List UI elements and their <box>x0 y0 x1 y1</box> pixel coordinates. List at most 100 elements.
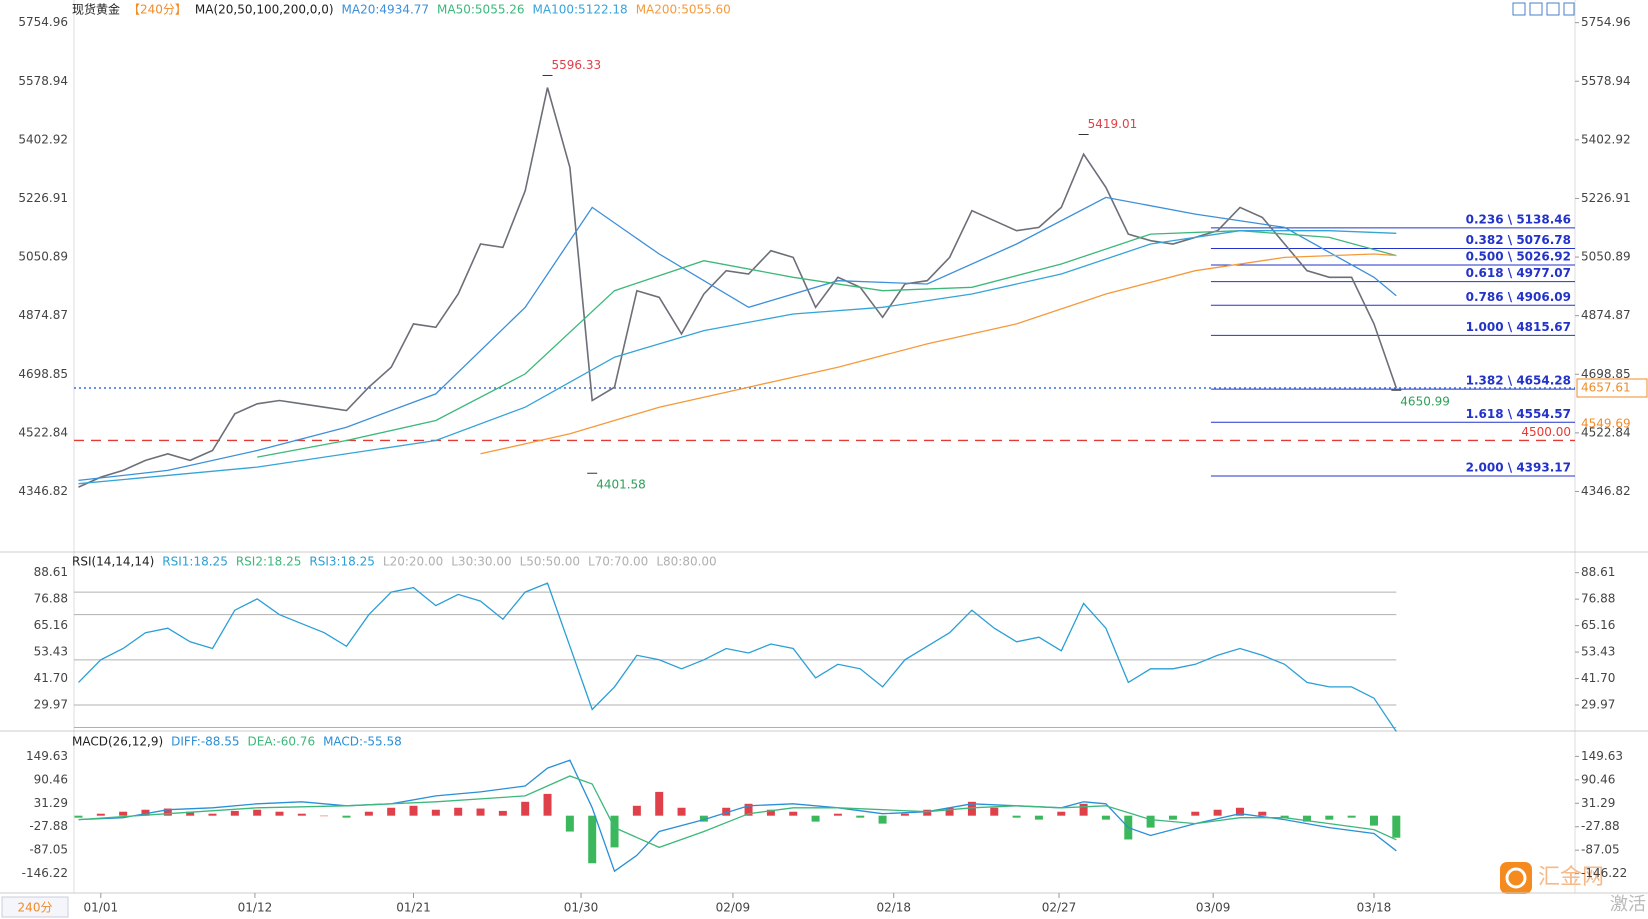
fib-label: 0.786 \ 4906.09 <box>1466 290 1571 304</box>
macd-bar <box>1369 815 1378 826</box>
macd-bar <box>320 815 329 817</box>
macd-bar <box>923 809 932 816</box>
macd-bar <box>1012 815 1021 818</box>
macd-bar <box>74 815 83 818</box>
y-tick-label: 5402.92 <box>18 132 68 146</box>
x-tick-label: 01/21 <box>396 901 431 915</box>
price-line-label: 4500.00 <box>1521 425 1571 439</box>
y-tick-label: 31.29 <box>34 796 68 810</box>
y-tick-label: -27.88 <box>1581 819 1620 833</box>
fib-label: 0.382 \ 5076.78 <box>1466 233 1571 247</box>
y-tick-label: 5226.91 <box>1581 191 1631 205</box>
series-line <box>78 87 1398 488</box>
macd-bar <box>1168 815 1177 820</box>
macd-bar <box>1213 809 1222 816</box>
header-text: 【240分】 <box>128 3 187 17</box>
toolbar-icons[interactable] <box>1512 2 1575 16</box>
macd-bar <box>1347 815 1356 818</box>
x-tick-label: 02/18 <box>876 901 911 915</box>
y-tick-label: 65.16 <box>1581 618 1615 632</box>
series-line <box>78 196 1397 482</box>
period-tag[interactable]: 240分 <box>18 901 53 915</box>
macd-bar <box>275 811 284 816</box>
annotation: 4650.99 <box>1400 395 1450 409</box>
y-tick-label: 4698.85 <box>18 367 68 381</box>
y-tick-label: 4874.87 <box>18 308 68 322</box>
header-text: RSI(14,14,14) <box>72 555 154 569</box>
header-text: RSI3:18.25 <box>309 555 375 569</box>
macd-bar <box>253 809 262 816</box>
x-tick-label: 03/18 <box>1357 901 1392 915</box>
fib-label: 0.500 \ 5026.92 <box>1466 250 1571 264</box>
toolbar-icon[interactable] <box>1529 2 1543 16</box>
price-tag: 4657.61 <box>1581 380 1631 394</box>
y-tick-label: 29.97 <box>34 698 68 712</box>
macd-bar <box>655 791 664 816</box>
y-tick-label: 76.88 <box>1581 592 1615 606</box>
y-tick-label: 76.88 <box>34 592 68 606</box>
header-text: MA200:5055.60 <box>636 3 731 17</box>
series-line <box>257 230 1397 458</box>
series-line <box>78 759 1397 873</box>
header-text: L70:70.00 <box>588 555 648 569</box>
y-tick-label: 149.63 <box>26 749 68 763</box>
y-tick-label: 5578.94 <box>1581 74 1631 88</box>
y-tick-label: 4346.82 <box>1581 484 1631 498</box>
macd-bar <box>990 807 999 816</box>
macd-bar <box>565 815 574 832</box>
macd-bar <box>1079 803 1088 816</box>
y-tick-label: 31.29 <box>1581 796 1615 810</box>
macd-bar <box>96 813 105 816</box>
macd-bar <box>454 807 463 816</box>
y-tick-label: 5050.89 <box>1581 250 1631 264</box>
watermark-text: 汇金网 <box>1538 865 1604 890</box>
toolbar-icon[interactable] <box>1563 2 1575 16</box>
macd-bar <box>431 809 440 816</box>
y-tick-label: 53.43 <box>1581 645 1615 659</box>
y-tick-label: 29.97 <box>1581 698 1615 712</box>
macd-bar <box>878 815 887 824</box>
toolbar-icon[interactable] <box>1546 2 1560 16</box>
macd-bar <box>588 815 597 864</box>
header-text: 现货黄金 <box>72 2 120 17</box>
series-line <box>78 775 1397 849</box>
header-text: MACD(26,12,9) <box>72 735 163 749</box>
toolbar-icon[interactable] <box>1512 2 1526 16</box>
macd-bar <box>1034 815 1043 820</box>
macd-bar <box>811 815 820 822</box>
macd-bar <box>1258 811 1267 816</box>
price-tag: 4549.69 <box>1581 416 1631 430</box>
header-text: MA100:5122.18 <box>533 3 628 17</box>
header-text: L80:80.00 <box>656 555 716 569</box>
macd-bar <box>1057 811 1066 816</box>
series-line <box>480 253 1397 455</box>
macd-bar <box>409 805 418 816</box>
macd-bar <box>1325 815 1334 820</box>
macd-bar <box>632 805 641 816</box>
macd-bar <box>833 813 842 816</box>
macd-bar <box>230 810 239 816</box>
header-text: DIFF:-88.55 <box>171 735 239 749</box>
macd-bar <box>1392 815 1401 838</box>
macd-bar <box>1235 807 1244 816</box>
header-text: L50:50.00 <box>520 555 580 569</box>
y-tick-label: -146.22 <box>22 866 68 880</box>
period-tag-box[interactable] <box>1 896 69 918</box>
macd-bar <box>766 809 775 816</box>
header-text: L20:20.00 <box>383 555 443 569</box>
macd-bar <box>722 807 731 816</box>
y-tick-label: 53.43 <box>34 645 68 659</box>
macd-bar <box>677 807 686 816</box>
y-tick-label: 41.70 <box>1581 671 1615 685</box>
x-tick-label: 02/27 <box>1042 901 1077 915</box>
macd-bar <box>967 801 976 816</box>
macd-bar <box>744 803 753 816</box>
fib-label: 1.382 \ 4654.28 <box>1466 374 1571 388</box>
y-tick-label: 90.46 <box>34 772 68 786</box>
header-text: MA(20,50,100,200,0,0) <box>195 3 334 17</box>
y-tick-label: -87.05 <box>29 843 68 857</box>
header-text: RSI1:18.25 <box>162 555 228 569</box>
corner-text: 激活 <box>1610 894 1646 915</box>
